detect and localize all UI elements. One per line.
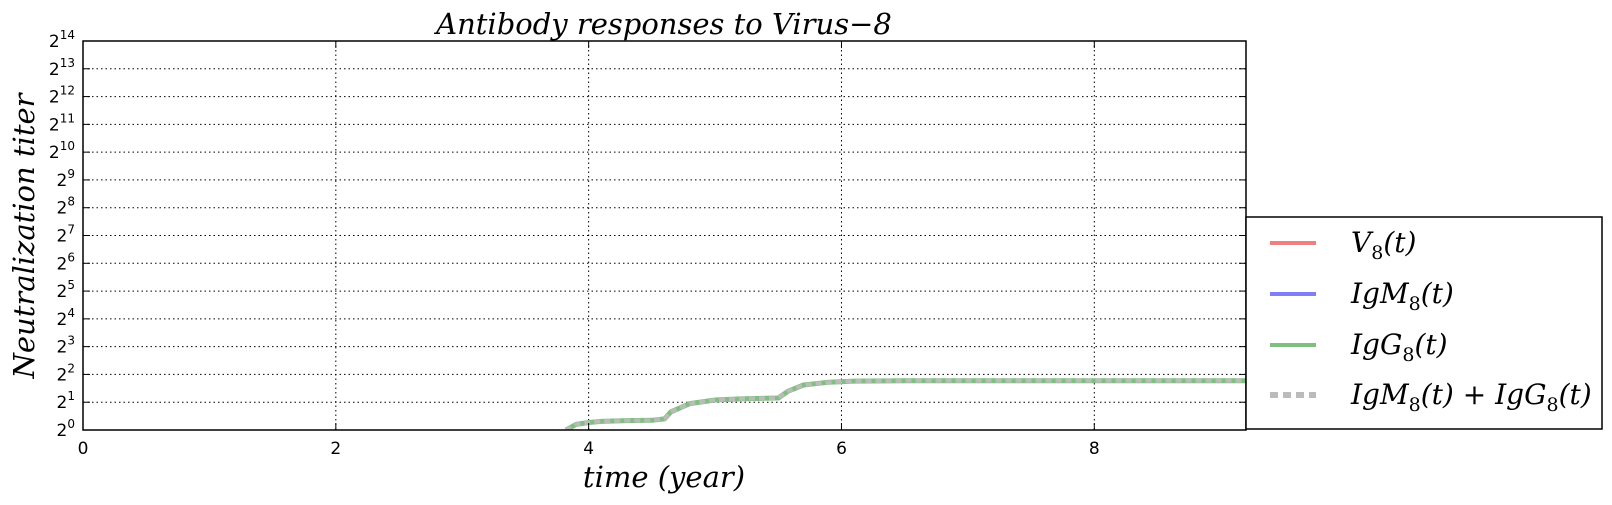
y-tick-label: 25 (57, 278, 75, 302)
series-line-igg-8-t- (564, 378, 1246, 430)
y-tick-label: 210 (49, 139, 75, 163)
x-tick-label: 6 (836, 439, 847, 459)
y-tick-label: 213 (49, 56, 75, 80)
y-tick-label: 26 (57, 250, 75, 274)
x-axis: 0 2 4 6 8 (78, 41, 1100, 459)
legend-label: IgM8(t) (1350, 277, 1454, 315)
legend-label: IgG8(t) (1350, 328, 1448, 366)
chart-title: Antibody responses to Virus−8 (433, 7, 892, 41)
y-tick-label: 27 (57, 223, 75, 247)
legend-label: IgM8(t) + IgG8(t) (1350, 378, 1592, 416)
x-axis-label: time (year) (583, 460, 745, 494)
y-axis-label: Neutralization titer (7, 91, 41, 379)
y-tick-label: 22 (57, 361, 75, 385)
series-layer (564, 378, 1246, 430)
y-tick-label: 20 (57, 417, 75, 441)
legend: V8(t) IgM8(t) IgG8(t) IgM8(t) + IgG8(t) (1245, 216, 1603, 430)
y-tick-label: 28 (57, 195, 75, 219)
grid (83, 41, 1246, 430)
x-tick-label: 4 (583, 439, 594, 459)
y-tick-label: 212 (49, 84, 75, 108)
y-tick-label: 24 (57, 306, 75, 330)
x-tick-label: 0 (78, 439, 89, 459)
x-tick-label: 8 (1089, 439, 1100, 459)
y-tick-label: 29 (57, 167, 75, 191)
legend-frame (1245, 216, 1603, 430)
y-tick-label: 211 (49, 111, 75, 135)
y-tick-label: 214 (49, 28, 75, 52)
y-axis: 20 21 22 23 24 25 26 27 28 29 210 211 212 213 214 (49, 28, 1246, 441)
y-tick-label: 21 (57, 389, 75, 413)
x-tick-label: 2 (330, 439, 341, 459)
y-tick-label: 23 (57, 334, 75, 358)
legend-label: V8(t) (1351, 226, 1416, 264)
series-line-igm-8-t-igg-8-t- (564, 378, 1246, 430)
